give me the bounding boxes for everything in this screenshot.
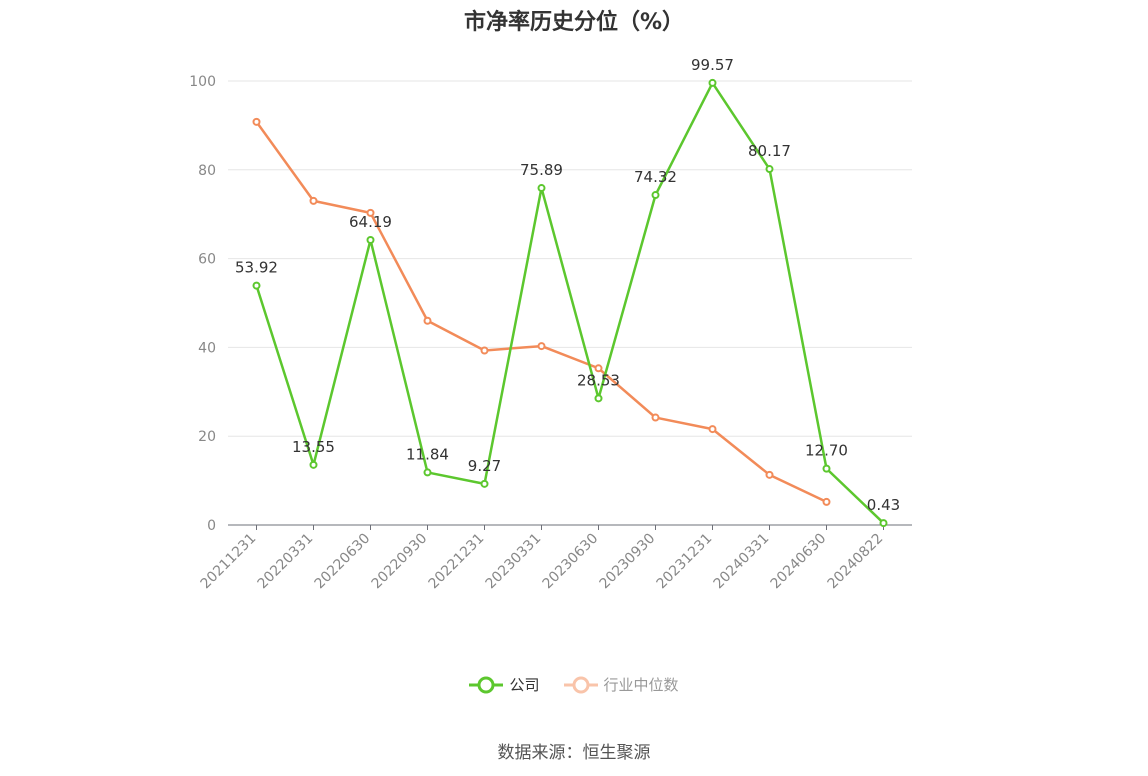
company-point (480, 479, 489, 488)
data-label: 12.70 (805, 442, 848, 460)
y-tick-label: 80 (198, 163, 216, 179)
y-tick-label: 40 (198, 340, 216, 356)
company-point (537, 184, 546, 193)
legend-label-industry-median: 行业中位数 (603, 676, 679, 694)
legend-company-icon (469, 676, 504, 693)
industry-median-point (423, 316, 432, 325)
company-point (708, 78, 717, 87)
x-tick-label: 20230630 (540, 531, 602, 593)
industry-median-point (366, 208, 375, 217)
legend-item-industry-median[interactable]: 行业中位数 (563, 674, 679, 695)
data-label: 11.84 (406, 445, 449, 463)
data-label: 80.17 (748, 142, 791, 160)
data-label: 99.57 (691, 56, 734, 74)
chart-title: 市净率历史分位（%） (463, 10, 685, 35)
x-tick-label: 20240822 (825, 531, 887, 593)
legend-industry-median-icon (563, 676, 598, 693)
company-point (651, 191, 660, 200)
y-tick-label: 20 (198, 429, 216, 445)
legend-item-company[interactable]: 公司 (469, 674, 540, 695)
industry-median-point (252, 117, 261, 126)
source-note: 数据来源：恒生聚源 (497, 743, 651, 763)
industry-median-point (822, 497, 831, 506)
data-labels: 53.92 13.55 64.19 11.84 9.27 75.89 28.53 74.32 9… (235, 56, 900, 514)
y-tick-label: 100 (189, 74, 216, 90)
company-line (255, 81, 885, 524)
company-point (594, 394, 603, 403)
company-point (252, 281, 261, 290)
series-lines (252, 78, 888, 528)
company-point (366, 235, 375, 244)
company-point (765, 165, 774, 174)
y-tick-label: 0 (207, 518, 216, 534)
data-label: 0.43 (867, 496, 900, 514)
x-tick-label: 20240331 (711, 531, 773, 593)
x-tick-label: 20220331 (255, 531, 317, 593)
industry-median-point (708, 425, 717, 434)
legend: 公司 行业中位数 (0, 674, 1148, 695)
x-tick-label: 20231231 (654, 531, 716, 593)
company-point (309, 460, 318, 469)
data-label: 75.89 (520, 161, 563, 179)
industry-median-point (765, 470, 774, 479)
industry-median-point (480, 346, 489, 355)
data-label: 9.27 (468, 457, 501, 475)
data-label: 28.53 (577, 371, 620, 389)
x-tick-label: 20240630 (768, 531, 830, 593)
y-tick-label: 60 (198, 252, 216, 268)
data-label: 74.32 (634, 168, 677, 186)
x-tick-label: 20221231 (426, 531, 488, 593)
industry-median-point (594, 364, 603, 373)
data-label: 53.92 (235, 259, 278, 277)
x-tick-label: 20220630 (312, 531, 374, 593)
company-point (423, 468, 432, 477)
x-tick-label: 20211231 (198, 531, 260, 593)
x-tick-label: 20230331 (483, 531, 545, 593)
legend-label-company: 公司 (509, 676, 540, 694)
industry-median-point (537, 342, 546, 351)
industry-median-point (651, 413, 660, 422)
data-label: 64.19 (349, 213, 392, 231)
company-point (879, 519, 888, 528)
company-point (822, 464, 831, 473)
axes: 0204060801002021123120220331202206302022… (189, 74, 912, 592)
x-tick-label: 20220930 (369, 531, 431, 593)
x-tick-label: 20230930 (597, 531, 659, 593)
data-label: 13.55 (292, 438, 335, 456)
industry-median-point (309, 196, 318, 205)
